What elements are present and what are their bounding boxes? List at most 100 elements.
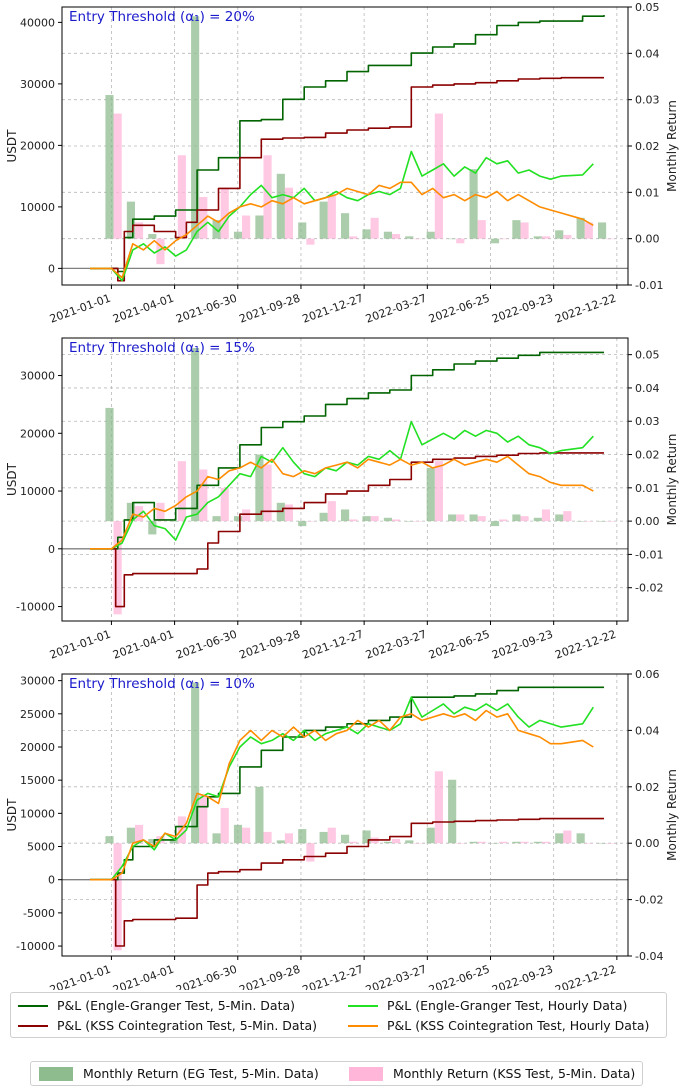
bar: [126, 201, 135, 239]
bar: [327, 194, 336, 239]
bar: [533, 841, 542, 844]
x-tick-label: 2022-09-23: [490, 292, 555, 326]
bar: [341, 213, 350, 239]
legend-item-eg-hourly: P&L (Engle-Granger Test, Hourly Data): [348, 998, 627, 1013]
y2-tick-label: -0.02: [635, 582, 663, 595]
bar: [105, 407, 114, 522]
bar: [555, 514, 564, 522]
bar: [134, 824, 144, 844]
bar: [383, 517, 392, 522]
bar: [405, 840, 414, 844]
series-line-3: [90, 181, 594, 279]
bar: [499, 841, 508, 844]
x-tick-label: 2021-01-01: [48, 963, 113, 990]
bar: [520, 516, 529, 522]
bar: [606, 521, 615, 522]
y2-tick-label: -0.04: [635, 950, 663, 963]
bar: [520, 222, 529, 239]
bar: [212, 516, 221, 522]
bar: [319, 831, 328, 844]
bar-series-eg: [105, 16, 607, 244]
bar: [191, 682, 200, 844]
x-tick-label: 2021-06-30: [174, 963, 239, 990]
y-tick-label: 20000: [20, 427, 55, 440]
bar: [541, 236, 551, 239]
y2-tick-label: 0.00: [635, 233, 660, 246]
bar: [426, 827, 435, 844]
y-tick-label: 0: [48, 262, 55, 275]
y2-tick-label: 0.01: [635, 186, 660, 199]
y2-tick-label: 0.03: [635, 415, 660, 428]
chart-panel-3: -10000 -5000 0 5000 10000 15000 20000 25000 3000…: [5, 668, 679, 990]
series-line-0: [90, 351, 604, 550]
panel-title: Entry Threshold (α₁) = 20%: [69, 9, 255, 25]
legend-item-eg-return: Monthly Return (EG Test, 5-Min. Data): [39, 1066, 319, 1081]
series-line-2: [90, 150, 594, 282]
y-tick-label: 10000: [20, 807, 55, 820]
chart-panel-1: 0 10000 20000 30000 40000 -0.01 0.00 0.01 0.02 0.…: [5, 1, 679, 326]
bar: [169, 838, 178, 844]
bar: [284, 504, 294, 522]
series-line-0: [90, 15, 605, 273]
bar: [126, 502, 135, 522]
bar: [126, 827, 135, 844]
bar: [220, 187, 229, 239]
legend-label: P&L (Engle-Granger Test, 5-Min. Data): [57, 998, 296, 1013]
y2-tick-label: 0.03: [635, 94, 660, 107]
bar-series-kss: [113, 113, 615, 265]
y2-tick-label: 0.05: [635, 349, 660, 362]
bar: [148, 838, 157, 844]
bar: [448, 779, 457, 844]
series-line-2: [90, 696, 594, 881]
bar: [319, 512, 328, 522]
y-axis-right: -0.02 -0.01 0.00 0.01 0.02 0.03 0.04 0.05: [628, 349, 663, 595]
x-tick-label: 2021-12-27: [301, 292, 366, 326]
bar: [134, 506, 144, 522]
bar: [349, 841, 358, 844]
y-axis-left: 0 10000 20000 30000 40000: [20, 16, 62, 275]
x-tick-label: 2021-04-01: [111, 628, 176, 662]
y2-tick-label: 0.00: [635, 515, 660, 528]
bar: [341, 509, 350, 522]
x-tick-label: 2022-09-23: [490, 628, 555, 662]
bar: [220, 487, 229, 522]
bar: [563, 511, 572, 522]
bar: [284, 187, 294, 239]
gridlines: [62, 673, 628, 957]
y-axis-right: -0.04 -0.02 0.00 0.02 0.04 0.06: [628, 668, 663, 963]
bar: [456, 843, 465, 844]
y2-axis-title: Monthly Return: [665, 769, 679, 861]
legend-label: Monthly Return (KSS Test, 5-Min. Data): [393, 1066, 636, 1081]
x-axis: 2021-01-012021-04-012021-06-302021-09-28…: [48, 621, 618, 662]
legend-patch-kss-return: [349, 1066, 383, 1081]
x-axis: 2021-01-012021-04-012021-06-302021-09-28…: [48, 285, 618, 326]
bar: [490, 521, 500, 527]
legend-item-eg-5min: P&L (Engle-Granger Test, 5-Min. Data): [18, 998, 295, 1013]
bar: [413, 843, 422, 844]
bar: [298, 222, 307, 239]
bar: [490, 843, 500, 844]
y2-axis-title: Monthly Return: [665, 434, 679, 526]
bar: [563, 830, 572, 844]
bar-series-kss: [113, 771, 615, 951]
x-tick-label: 2022-12-22: [553, 292, 618, 326]
bar: [391, 838, 401, 844]
bar: [405, 521, 414, 522]
bar-series-eg: [105, 682, 607, 844]
bar: [469, 514, 478, 522]
bar: [576, 521, 585, 522]
bar: [148, 234, 157, 239]
bar: [169, 238, 178, 240]
bar: [233, 516, 243, 522]
y-tick-label: 30000: [20, 370, 55, 383]
bar: [284, 833, 294, 844]
bar: [113, 113, 122, 239]
x-tick-label: 2022-12-22: [553, 963, 618, 990]
bar: [584, 521, 593, 522]
series-line-3: [90, 455, 594, 550]
legend-patch-eg-return: [39, 1066, 73, 1081]
y-axis-title: USDT: [5, 462, 19, 496]
bar: [233, 824, 243, 844]
y2-tick-label: 0.04: [635, 724, 660, 737]
bar: [327, 501, 336, 522]
